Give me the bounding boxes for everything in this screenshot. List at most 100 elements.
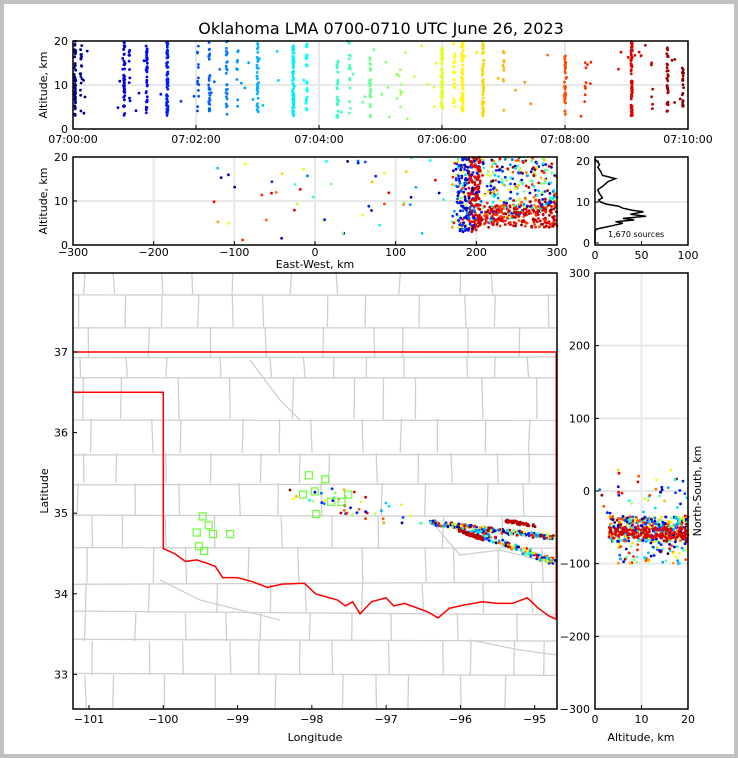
source-point [441,47,445,51]
county-line [181,640,184,676]
source-point [78,72,82,76]
source-point [547,220,551,224]
source-point [523,196,527,200]
source-point [672,528,676,531]
source-point [165,66,169,69]
source-point [506,545,510,549]
source-point [461,72,465,76]
county-line [269,356,273,378]
axes-frame [72,272,558,710]
source-point [370,180,374,184]
source-point [352,490,356,494]
source-point [523,550,527,554]
source-point [624,547,628,551]
time-height-sources [72,39,685,121]
source-point [431,519,435,523]
source-point [79,93,82,97]
source-point [530,533,533,537]
source-point [521,522,524,526]
source-point [518,197,521,201]
county-line [331,640,334,676]
source-point [515,548,518,551]
source-point [529,170,533,174]
source-point [122,84,125,87]
source-point [440,80,443,84]
source-point [480,210,483,214]
county-line [360,582,364,614]
source-point [681,74,685,78]
county-line [79,356,82,378]
source-point [683,492,687,496]
source-point [478,179,482,183]
county-line [407,674,410,709]
source-point [256,110,260,114]
source-point [536,213,540,217]
source-point [463,168,466,171]
source-point [508,221,512,224]
county-line [522,482,525,517]
source-point [459,168,463,172]
county-line [424,482,427,517]
source-point [481,96,485,100]
source-point [456,160,460,164]
source-point [347,53,351,57]
source-point [682,536,685,540]
source-point [665,539,669,543]
source-point [647,499,650,502]
county-line [398,273,401,295]
source-point [444,521,448,525]
source-point [619,50,623,54]
source-point [380,509,383,513]
source-point [641,531,645,534]
source-point [637,50,641,54]
source-point [145,84,149,88]
source-point [485,210,489,214]
source-point [497,175,500,178]
source-point [145,75,149,79]
source-point [243,162,247,166]
source-point [544,216,547,220]
source-point [207,100,211,104]
source-point [630,45,634,48]
source-point [363,95,367,99]
source-point [497,528,500,532]
source-point [481,52,484,55]
county-line [115,452,118,484]
x-tick-label: −96 [449,713,472,726]
source-point [670,516,673,520]
source-point [502,529,505,533]
y-tick-label: 35 [54,507,68,520]
source-point [128,48,132,52]
source-point [459,196,462,200]
source-point [256,50,260,54]
county-line [274,674,277,709]
source-point [304,44,308,48]
source-point [548,222,552,226]
county-line [184,612,187,642]
lma-station-marker [226,530,235,539]
source-point [499,215,503,219]
source-point [306,174,309,178]
source-point [255,63,259,67]
source-point [73,114,77,117]
source-point [473,165,477,169]
source-point [643,556,647,560]
source-point [657,523,661,526]
source-point [342,488,346,492]
source-point [563,87,567,91]
source-point [461,82,465,85]
source-point [336,70,340,74]
source-point [453,86,457,90]
source-point [452,221,456,225]
source-point [664,559,668,563]
source-point [509,176,513,180]
source-point [364,517,367,521]
source-point [664,515,667,519]
source-point [514,224,517,228]
source-point [477,166,481,169]
source-point [551,215,554,219]
source-point [128,53,132,57]
source-point [629,545,633,548]
source-point [369,105,372,109]
